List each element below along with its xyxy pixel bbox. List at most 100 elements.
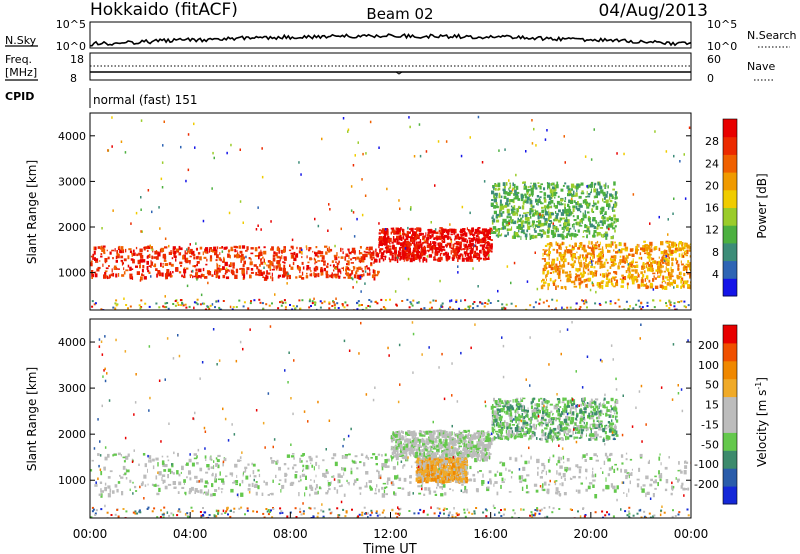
echo-cell: [177, 491, 180, 494]
echo-cell: [143, 247, 146, 251]
echo-cell: [384, 234, 387, 239]
echo-cell: [468, 256, 472, 260]
echo-cell: [495, 216, 498, 219]
echo-cell: [575, 202, 578, 205]
echo-cell: [311, 464, 314, 468]
echo-cell: [500, 432, 503, 437]
echo-cell: [457, 434, 459, 439]
echo-cell: [590, 259, 592, 261]
echo-cell: [604, 187, 607, 189]
echo-cell: [648, 264, 651, 267]
echo-cell: [562, 217, 566, 220]
echo-cell: [673, 302, 676, 305]
echo-cell: [337, 480, 340, 484]
echo-cell: [477, 227, 481, 229]
echo-cell: [189, 243, 191, 246]
echo-cell: [424, 431, 428, 435]
echo-cell: [607, 206, 610, 210]
echo-cell: [665, 260, 667, 265]
echo-cell: [320, 267, 323, 269]
echo-cell: [158, 471, 162, 476]
echo-cell: [436, 258, 439, 262]
echo-cell: [433, 246, 436, 249]
echo-cell: [667, 218, 669, 221]
echo-cell: [685, 488, 688, 491]
echo-cell: [406, 456, 408, 461]
echo-cell: [263, 258, 265, 263]
echo-cell: [652, 288, 655, 291]
echo-cell: [494, 188, 497, 191]
echo-cell: [481, 257, 483, 260]
echo-cell: [584, 198, 587, 203]
echo-cell: [476, 441, 478, 444]
echo-cell: [607, 185, 609, 189]
echo-cell: [328, 246, 330, 250]
echo-cell: [566, 233, 570, 236]
echo-cell: [356, 467, 359, 470]
echo-cell: [264, 262, 266, 265]
echo-cell: [614, 400, 616, 403]
echo-cell: [594, 473, 597, 478]
echo-cell: [252, 470, 255, 475]
echo-cell: [465, 489, 468, 494]
echo-cell: [372, 256, 375, 259]
echo-cell: [516, 235, 520, 238]
echo-cell: [543, 281, 547, 284]
echo-cell: [428, 441, 431, 444]
echo-cell: [223, 246, 227, 250]
echo-cell: [463, 429, 467, 433]
echo-cell: [614, 271, 617, 275]
echo-cell: [275, 474, 277, 478]
echo-cell: [664, 252, 668, 256]
echo-cell: [344, 256, 347, 261]
echo-cell: [284, 257, 287, 261]
echo-cell: [337, 307, 340, 309]
echo-cell: [486, 253, 488, 256]
echo-cell: [681, 482, 684, 486]
echo-cell: [571, 256, 574, 260]
echo-cell: [606, 219, 609, 222]
echo-cell: [316, 308, 318, 310]
echo-cell: [239, 255, 243, 257]
echo-cell: [418, 123, 421, 126]
echo-cell: [584, 155, 587, 158]
echo-cell: [372, 453, 376, 456]
echo-cell: [211, 473, 213, 477]
echo-cell: [577, 268, 579, 273]
echo-cell: [551, 298, 554, 301]
echo-cell: [472, 237, 474, 241]
echo-cell: [537, 182, 540, 184]
echo-cell: [490, 243, 493, 248]
echo-cell: [548, 247, 550, 252]
echo-cell: [586, 203, 589, 207]
echo-cell: [158, 487, 161, 492]
echo-cell: [660, 473, 663, 475]
echo-cell: [394, 256, 397, 262]
echo-cell: [388, 257, 390, 260]
echo-cell: [582, 218, 585, 221]
echo-cell: [488, 236, 491, 241]
echo-cell: [333, 255, 337, 258]
echo-cell: [482, 453, 485, 458]
echo-cell: [615, 279, 618, 283]
echo-cell: [119, 474, 121, 477]
echo-cell: [410, 227, 414, 232]
echo-cell: [565, 274, 568, 278]
echo-cell: [152, 458, 155, 462]
echo-cell: [225, 267, 228, 270]
echo-cell: [423, 238, 426, 242]
echo-cell: [326, 271, 328, 276]
echo-cell: [402, 255, 406, 259]
echo-cell: [645, 265, 648, 269]
echo-cell: [689, 243, 691, 245]
echo-cell: [423, 493, 426, 496]
echo-cell: [227, 249, 231, 253]
echo-cell: [234, 463, 238, 468]
echo-cell: [526, 484, 528, 489]
echo-cell: [215, 473, 217, 478]
echo-cell: [357, 268, 359, 270]
echo-cell: [360, 256, 364, 260]
echo-cell: [409, 257, 413, 263]
echo-cell: [592, 467, 594, 471]
